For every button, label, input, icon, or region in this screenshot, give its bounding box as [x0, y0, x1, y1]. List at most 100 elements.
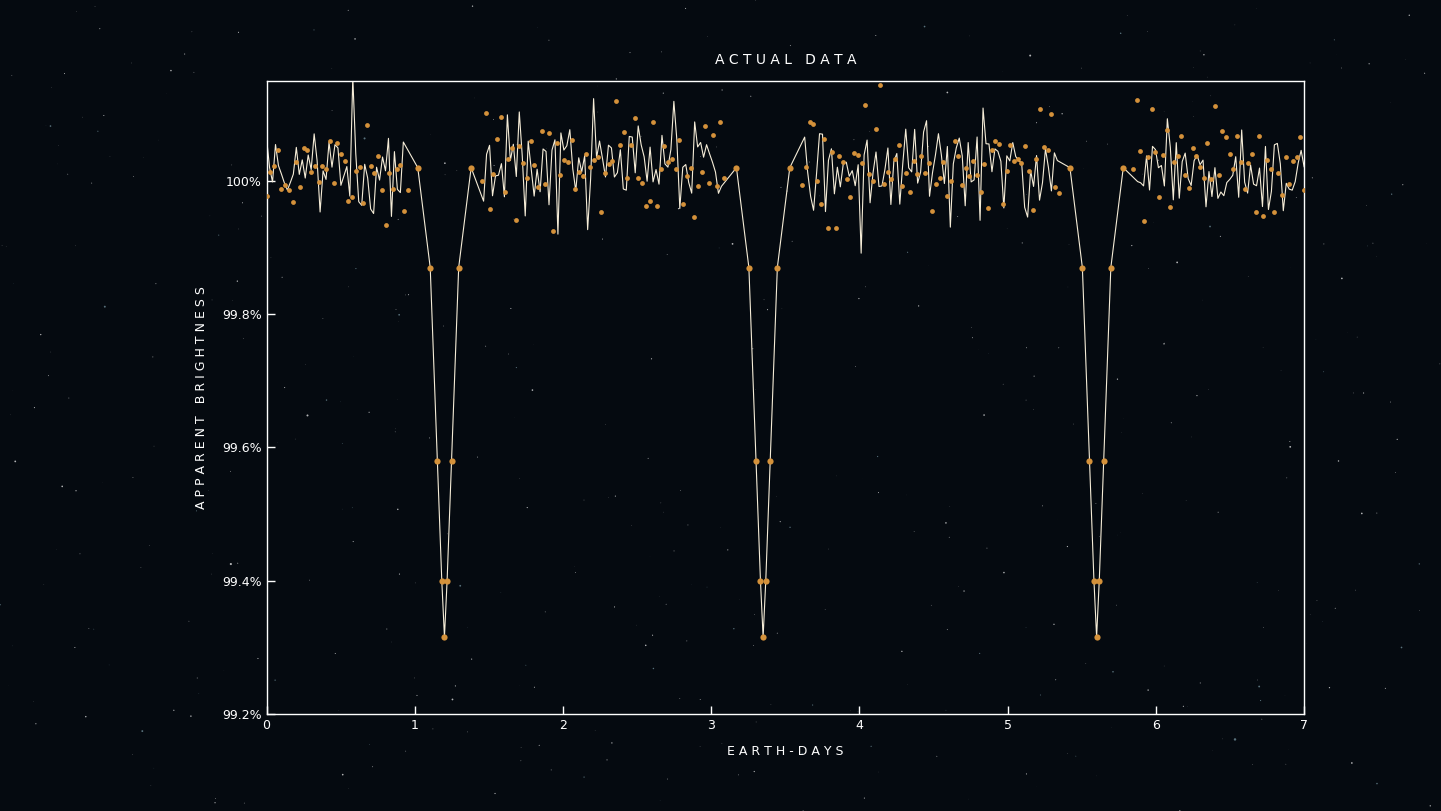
Point	[1014, 767, 1038, 780]
Point	[363, 167, 386, 180]
Point	[1048, 341, 1071, 354]
Point	[656, 773, 679, 786]
Point	[663, 544, 686, 557]
Point	[968, 647, 991, 660]
Point	[220, 158, 244, 171]
Point	[143, 440, 166, 453]
Point	[696, 581, 719, 594]
Point	[996, 221, 1019, 234]
Point	[481, 167, 504, 180]
Point	[1085, 497, 1108, 510]
Point	[1190, 294, 1213, 307]
Point	[29, 328, 52, 341]
Point	[728, 594, 751, 607]
Point	[1248, 130, 1271, 143]
Point	[860, 740, 883, 753]
Point	[403, 672, 427, 684]
Point	[147, 134, 170, 147]
Point	[798, 156, 821, 169]
Point	[638, 195, 661, 208]
Point	[909, 150, 932, 163]
Point	[824, 221, 847, 234]
Point	[512, 157, 535, 169]
Point	[1025, 116, 1048, 129]
Point	[421, 723, 444, 736]
Point	[514, 659, 537, 672]
Point	[259, 165, 282, 178]
Point	[888, 139, 911, 152]
Point	[916, 140, 940, 153]
Point	[295, 409, 318, 422]
Point	[638, 550, 661, 563]
Point	[65, 484, 88, 497]
Point	[1169, 805, 1192, 811]
Point	[383, 425, 406, 438]
Point	[530, 125, 553, 138]
Point	[1029, 689, 1052, 702]
Point	[1262, 206, 1285, 219]
Point	[938, 530, 961, 543]
Point	[516, 501, 539, 514]
Point	[294, 358, 317, 371]
Point	[1110, 27, 1133, 40]
Point	[689, 740, 712, 753]
Point	[604, 490, 627, 503]
Point	[836, 173, 859, 186]
Point	[582, 153, 605, 166]
Point	[705, 179, 728, 192]
Point	[141, 350, 164, 363]
Point	[1172, 700, 1195, 713]
Point	[1419, 800, 1441, 811]
Point	[738, 261, 761, 274]
Point	[1199, 89, 1222, 102]
Point	[846, 149, 869, 162]
Point	[865, 29, 888, 42]
Point	[1032, 141, 1055, 154]
Point	[285, 98, 308, 111]
Point	[1223, 733, 1246, 746]
Point	[177, 615, 200, 628]
Point	[200, 294, 223, 307]
Point	[140, 779, 163, 792]
Point	[1, 639, 24, 652]
Point	[1071, 261, 1094, 274]
Point	[862, 175, 885, 188]
Point	[1137, 262, 1160, 275]
Point	[382, 182, 405, 195]
Point	[1249, 694, 1272, 707]
Point	[712, 171, 735, 184]
Point	[1085, 631, 1108, 644]
Point	[130, 561, 153, 574]
Point	[739, 90, 762, 103]
Point	[938, 500, 961, 513]
Point	[1255, 153, 1278, 166]
Point	[584, 724, 607, 737]
Point	[676, 169, 699, 182]
Point	[712, 27, 735, 40]
Point	[650, 162, 673, 175]
Point	[744, 608, 767, 621]
Point	[709, 116, 732, 129]
Point	[914, 167, 937, 180]
Point	[620, 519, 643, 532]
Point	[1252, 209, 1275, 222]
Point	[1311, 615, 1334, 628]
Point	[1025, 152, 1048, 165]
Point	[563, 566, 586, 579]
Point	[39, 345, 62, 358]
Point	[1267, 584, 1290, 597]
Point	[1131, 487, 1154, 500]
Point	[1244, 205, 1267, 218]
Point	[540, 763, 563, 776]
Point	[549, 144, 572, 157]
Point	[1210, 125, 1233, 138]
Point	[916, 260, 940, 272]
Point	[744, 383, 767, 396]
Point	[935, 86, 958, 99]
Point	[526, 181, 549, 194]
Point	[1278, 435, 1301, 448]
Point	[398, 288, 421, 301]
Point	[631, 176, 654, 189]
Point	[356, 118, 379, 131]
Point	[393, 289, 416, 302]
